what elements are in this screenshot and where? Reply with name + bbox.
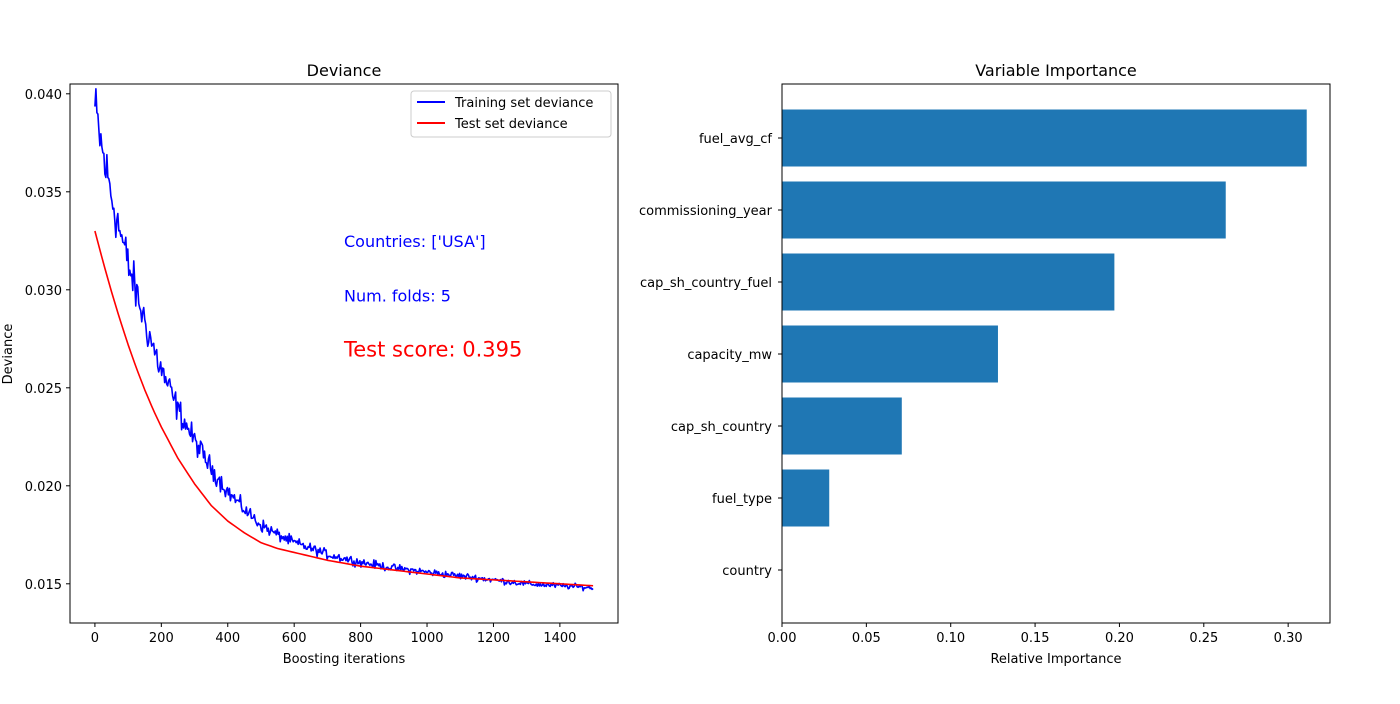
deviance-annotation-1: Countries: ['USA']: [344, 232, 486, 251]
importance-bar-commissioning_year: [782, 181, 1226, 239]
deviance-x-tick-label: 800: [348, 631, 373, 646]
deviance-annotation-3: Test score: 0.395: [343, 338, 522, 362]
importance-x-ticks: 0.00 0.05 0.10 0.15 0.20 0.25 0.30: [768, 623, 1303, 646]
deviance-y-tick-label: 0.020: [25, 480, 62, 495]
deviance-x-axis-label: Boosting iterations: [283, 652, 406, 667]
deviance-annotations: Countries: ['USA'] Num. folds: 5 Test scor…: [343, 232, 522, 362]
deviance-y-tick-label: 0.025: [25, 382, 62, 397]
test-deviance-line: [94, 230, 594, 587]
importance-x-tick-label: 0.05: [852, 631, 881, 646]
importance-x-tick-label: 0.10: [936, 631, 965, 646]
importance-y-tick-label: fuel_type: [712, 492, 772, 507]
importance-chart: Variable Importance 0.00 0.05 0.10 0.15 0.20…: [639, 61, 1331, 667]
importance-x-axis-label: Relative Importance: [990, 652, 1121, 667]
importance-x-tick-label: 0.30: [1274, 631, 1303, 646]
importance-y-tick-label: capacity_mw: [687, 348, 772, 363]
deviance-x-tick-label: 400: [215, 631, 240, 646]
deviance-x-tick-label: 1000: [410, 631, 443, 646]
importance-y-tick-label: cap_sh_country_fuel: [640, 276, 772, 291]
importance-bars: [782, 109, 1307, 527]
importance-y-tick-label: cap_sh_country: [671, 420, 772, 435]
deviance-plot-area: [94, 87, 594, 592]
deviance-x-ticks: 0 200 400 600 800 1000 1200 1400: [91, 623, 576, 646]
deviance-chart-title: Deviance: [307, 61, 382, 80]
deviance-y-tick-label: 0.015: [25, 578, 62, 593]
legend-label-2: Test set deviance: [454, 117, 568, 132]
importance-x-tick-label: 0.25: [1189, 631, 1218, 646]
deviance-y-tick-label: 0.035: [25, 186, 62, 201]
importance-x-tick-label: 0.20: [1105, 631, 1134, 646]
deviance-axes-frame: [69, 83, 619, 624]
deviance-x-tick-label: 600: [282, 631, 307, 646]
training-deviance-line: [94, 87, 594, 592]
importance-y-ticks: fuel_avg_cf commissioning_year cap_sh_coun…: [639, 132, 782, 579]
importance-bar-fuel_type: [782, 469, 830, 527]
deviance-x-tick-label: 1200: [477, 631, 510, 646]
deviance-y-tick-label: 0.030: [25, 284, 62, 299]
importance-bar-capacity_mw: [782, 325, 998, 383]
deviance-y-axis-label: Deviance: [1, 324, 16, 385]
deviance-annotation-2: Num. folds: 5: [344, 287, 451, 306]
deviance-y-ticks: 0.015 0.020 0.025 0.030 0.035 0.040: [25, 88, 70, 593]
legend-label-1: Training set deviance: [454, 96, 593, 111]
importance-chart-title: Variable Importance: [975, 61, 1137, 80]
importance-y-tick-label: commissioning_year: [639, 204, 773, 219]
importance-bar-fuel_avg_cf: [782, 109, 1307, 167]
deviance-chart: Deviance 0 200 400 600 800 1000 1200 1400 0.015…: [1, 61, 619, 667]
importance-y-tick-label: country: [722, 564, 772, 579]
deviance-y-tick-label: 0.040: [25, 88, 62, 103]
deviance-x-tick-label: 200: [149, 631, 174, 646]
deviance-legend: Training set deviance Test set deviance: [410, 90, 612, 138]
deviance-x-tick-label: 1400: [543, 631, 576, 646]
importance-bar-cap_sh_country: [782, 397, 902, 455]
importance-y-tick-label: fuel_avg_cf: [699, 132, 772, 147]
importance-x-tick-label: 0.15: [1021, 631, 1050, 646]
importance-bar-cap_sh_country_fuel: [782, 253, 1115, 311]
legend-box: [410, 90, 612, 138]
importance-x-tick-label: 0.00: [768, 631, 797, 646]
deviance-x-tick-label: 0: [91, 631, 99, 646]
